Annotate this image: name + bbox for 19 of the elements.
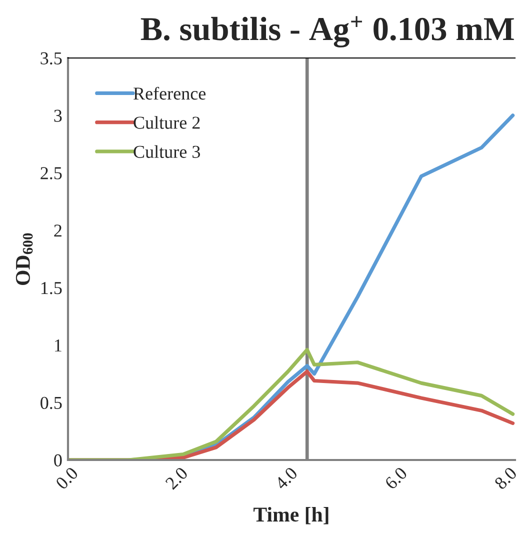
y-tick-label: 1 (55, 339, 62, 352)
x-tick-label: 4.0 (274, 466, 298, 490)
legend-label: Reference (134, 86, 206, 100)
x-tick-label: 6.0 (384, 466, 408, 490)
x-tick-label: 0.0 (55, 466, 79, 490)
y-tick-label: 3 (54, 110, 62, 122)
y-tick-label: 2 (54, 224, 62, 237)
y-tick-label: 2.5 (40, 167, 62, 180)
legend-label: Culture 3 (134, 145, 200, 158)
x-axis-title: Time [h] (254, 506, 328, 524)
legend-label: Culture 2 (134, 116, 200, 129)
chart-title: B. subtilis - Ag$^{+}$ 0.103 mM (140, 16, 514, 48)
y-axis-title: OD$_{600}$ (16, 233, 33, 285)
y-tick-label: 0 (54, 454, 62, 466)
x-tick-label: 8.0 (494, 466, 518, 490)
y-tick-label: 3.5 (40, 52, 62, 65)
y-tick-label: 0.5 (40, 396, 62, 410)
y-tick-label: 1.5 (41, 282, 62, 294)
x-tick-label: 2.0 (164, 466, 188, 490)
